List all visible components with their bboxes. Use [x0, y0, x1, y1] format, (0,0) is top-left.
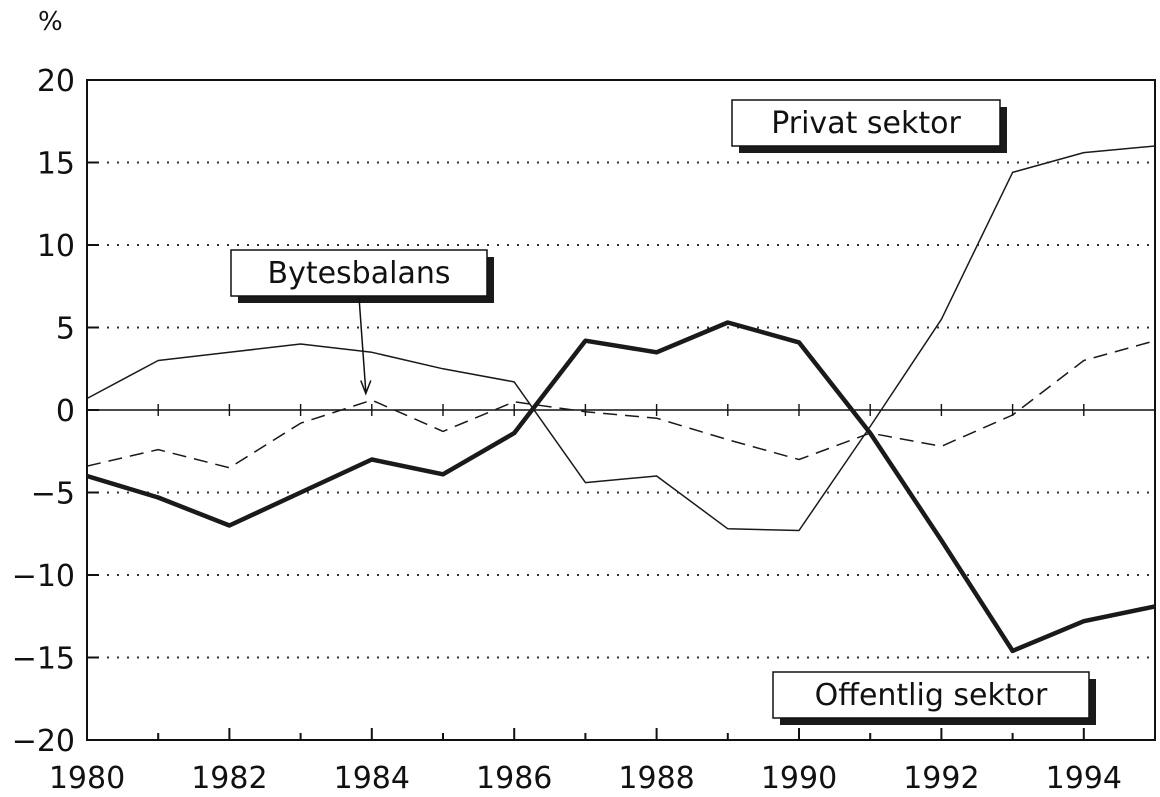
x-tick-label: 1994 — [1046, 761, 1122, 796]
series-line-bytesbalans — [86, 339, 1156, 469]
annotation-label: Privat sektor — [771, 106, 961, 141]
y-tick-label: 15 — [37, 147, 75, 182]
annotation-privat-sektor: Privat sektor — [731, 99, 1007, 153]
annotation-label: Offentlig sektor — [815, 678, 1048, 713]
grid-lines — [87, 161, 1155, 659]
x-tick-label: 1992 — [903, 761, 979, 796]
x-tick-label: 1988 — [618, 761, 694, 796]
y-tick-label: 0 — [56, 394, 75, 429]
y-tick-label: 20 — [37, 64, 75, 99]
x-tick-label: 1982 — [191, 761, 267, 796]
y-tick-label: −15 — [12, 642, 75, 677]
x-tick-label: 1986 — [476, 761, 552, 796]
axis-ticks — [86, 79, 1156, 741]
annotation-arrow-head — [360, 380, 372, 396]
annotation-box — [772, 671, 1090, 719]
x-tick-label: 1984 — [334, 761, 410, 796]
annotation-bytesbalans: Bytesbalans — [230, 249, 494, 396]
series-line-privat-sektor — [86, 145, 1156, 532]
x-tick-label: 1990 — [761, 761, 837, 796]
annotation-box — [230, 249, 488, 297]
series-annotations: Privat sektor Bytesbalans Offentlig sektor — [230, 99, 1096, 725]
y-tick-label: −20 — [12, 724, 75, 759]
annotation-offentlig-sektor: Offentlig sektor — [772, 671, 1096, 725]
y-tick-label: −5 — [31, 477, 75, 512]
annotation-box — [731, 99, 1001, 147]
y-tick-label: 5 — [56, 312, 75, 347]
x-tick-label: 1980 — [49, 761, 125, 796]
annotation-label: Bytesbalans — [268, 256, 451, 291]
y-axis-unit-label: % — [38, 7, 63, 37]
series-lines — [86, 145, 1156, 654]
annotation-arrow-shaft — [358, 296, 367, 392]
y-tick-label: 10 — [37, 229, 75, 264]
y-tick-label: −10 — [12, 559, 75, 594]
series-line-offentlig-sektor — [86, 320, 1156, 654]
